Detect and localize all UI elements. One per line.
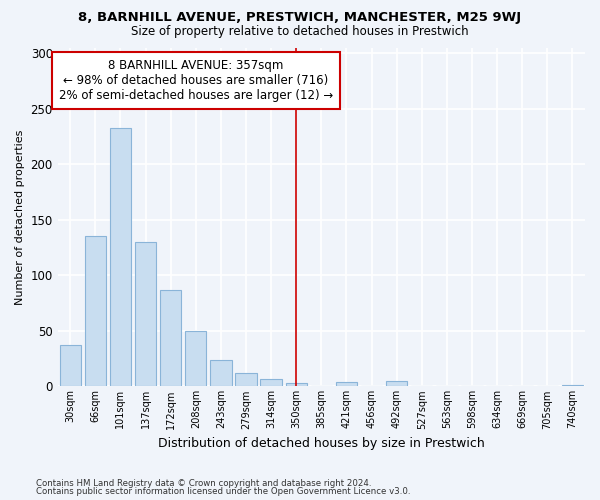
Bar	[110, 128, 131, 386]
Text: 8, BARNHILL AVENUE, PRESTWICH, MANCHESTER, M25 9WJ: 8, BARNHILL AVENUE, PRESTWICH, MANCHESTE…	[79, 11, 521, 24]
Bar	[59, 346, 81, 387]
Bar	[135, 242, 156, 386]
Bar	[185, 331, 206, 386]
Text: Contains HM Land Registry data © Crown copyright and database right 2024.: Contains HM Land Registry data © Crown c…	[36, 478, 371, 488]
X-axis label: Distribution of detached houses by size in Prestwich: Distribution of detached houses by size …	[158, 437, 485, 450]
Bar	[336, 382, 357, 386]
Bar	[235, 373, 257, 386]
Bar	[210, 360, 232, 386]
Bar	[160, 290, 181, 386]
Bar	[85, 236, 106, 386]
Bar	[286, 383, 307, 386]
Text: Size of property relative to detached houses in Prestwich: Size of property relative to detached ho…	[131, 25, 469, 38]
Bar	[260, 378, 282, 386]
Bar	[386, 381, 407, 386]
Text: 8 BARNHILL AVENUE: 357sqm
← 98% of detached houses are smaller (716)
2% of semi-: 8 BARNHILL AVENUE: 357sqm ← 98% of detac…	[59, 58, 333, 102]
Y-axis label: Number of detached properties: Number of detached properties	[15, 130, 25, 304]
Text: Contains public sector information licensed under the Open Government Licence v3: Contains public sector information licen…	[36, 487, 410, 496]
